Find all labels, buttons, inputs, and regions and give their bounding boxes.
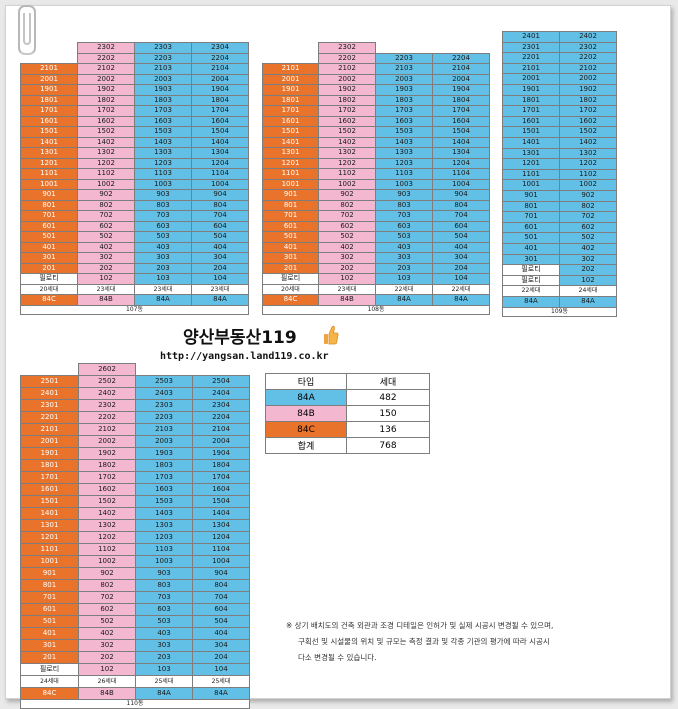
logo: 양산부동산119 bbox=[183, 323, 343, 353]
building-name-label: 110동 bbox=[20, 699, 250, 709]
logo-text: 양산부동산119 bbox=[183, 328, 297, 348]
summary-row-84a: 84A 482 bbox=[265, 389, 430, 406]
summary-row-total: 합계 768 bbox=[265, 437, 430, 454]
building-name-label: 107동 bbox=[20, 304, 249, 315]
unit-cell: 2602 bbox=[78, 363, 136, 376]
summary-row-84c: 84C 136 bbox=[265, 421, 430, 438]
summary-count-cell: 150 bbox=[346, 405, 430, 422]
summary-count-cell: 482 bbox=[346, 389, 430, 406]
summary-type-cell: 84A bbox=[265, 389, 347, 406]
disclaimer-note: ※ 상기 배치도의 건축 외관과 조경 디테일은 인허가 및 실제 시공시 변경… bbox=[286, 618, 646, 666]
disclaimer-line: 다소 변경될 수 있습니다. bbox=[298, 653, 377, 662]
summary-header-type: 타입 bbox=[265, 373, 347, 390]
unit-type-summary-table: 타입 세대 84A 482 84B 150 84C 136 합계 768 bbox=[265, 373, 430, 454]
thumbs-up-icon bbox=[323, 325, 339, 349]
disclaimer-line: ※ 상기 배치도의 건축 외관과 조경 디테일은 인허가 및 실제 시공시 변경… bbox=[286, 621, 554, 630]
unit-cell: 2004 bbox=[192, 435, 250, 448]
summary-type-cell: 84C bbox=[265, 421, 347, 438]
building-name-label: 109동 bbox=[502, 306, 617, 317]
summary-header-row: 타입 세대 bbox=[265, 373, 430, 390]
disclaimer-line: 구획선 및 시설물의 위치 및 규모는 측정 결과 및 각종 기관의 평가에 따… bbox=[298, 637, 550, 646]
building-name-label: 108동 bbox=[262, 304, 490, 315]
summary-total-label: 합계 bbox=[265, 437, 347, 454]
website-url: http://yangsan.land119.co.kr bbox=[160, 351, 329, 362]
summary-header-count: 세대 bbox=[346, 373, 430, 390]
paperclip-icon bbox=[18, 5, 36, 55]
summary-row-84b: 84B 150 bbox=[265, 405, 430, 422]
summary-total-count: 768 bbox=[346, 437, 430, 454]
summary-count-cell: 136 bbox=[346, 421, 430, 438]
summary-type-cell: 84B bbox=[265, 405, 347, 422]
